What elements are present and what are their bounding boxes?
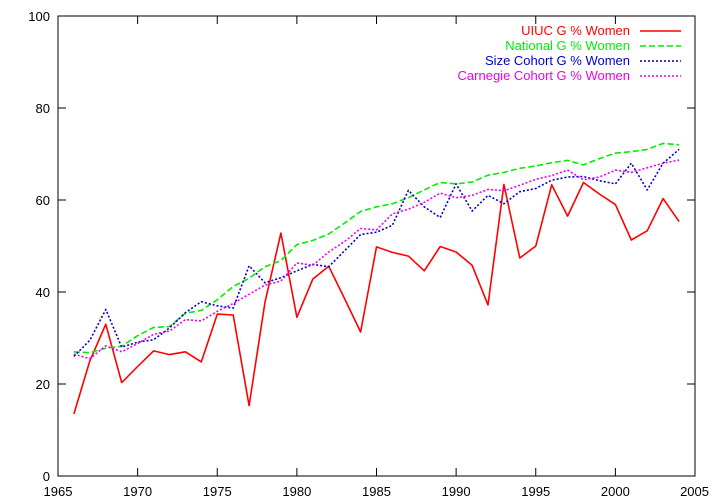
x-tick-label: 1995 [521, 484, 550, 499]
y-tick-label: 20 [36, 377, 50, 392]
legend-label-1: UIUC G % Women [521, 23, 630, 38]
x-tick-label: 1980 [282, 484, 311, 499]
x-tick-label: 1985 [362, 484, 391, 499]
series-line-2 [73, 142, 680, 354]
y-tick-label: 40 [36, 285, 50, 300]
plot-border [57, 15, 696, 477]
y-tick-label: 60 [36, 193, 50, 208]
x-tick-label: 1970 [123, 484, 152, 499]
x-tick-label: 2000 [601, 484, 630, 499]
series-layer [73, 142, 680, 415]
x-tick-label: 1990 [442, 484, 471, 499]
y-tick-label: 80 [36, 101, 50, 116]
x-tick-label: 1975 [203, 484, 232, 499]
series-line-4 [73, 159, 680, 360]
series-line-3 [73, 148, 680, 357]
x-axis: 1965 1970 1975 1980 1985 1990 1995 2000 2005 [44, 16, 709, 499]
legend-label-4: Carnegie Cohort G % Women [458, 68, 630, 83]
y-axis: 0 20 40 60 80 100 [28, 9, 695, 484]
legend-label-2: National G % Women [505, 38, 630, 53]
y-tick-label: 100 [28, 9, 50, 24]
x-tick-label: 2005 [680, 484, 709, 499]
series-line-1 [73, 181, 680, 415]
plot-frame [57, 15, 696, 477]
y-tick-label: 0 [43, 469, 50, 484]
legend-label-3: Size Cohort G % Women [485, 53, 630, 68]
x-tick-label: 1965 [44, 484, 73, 499]
